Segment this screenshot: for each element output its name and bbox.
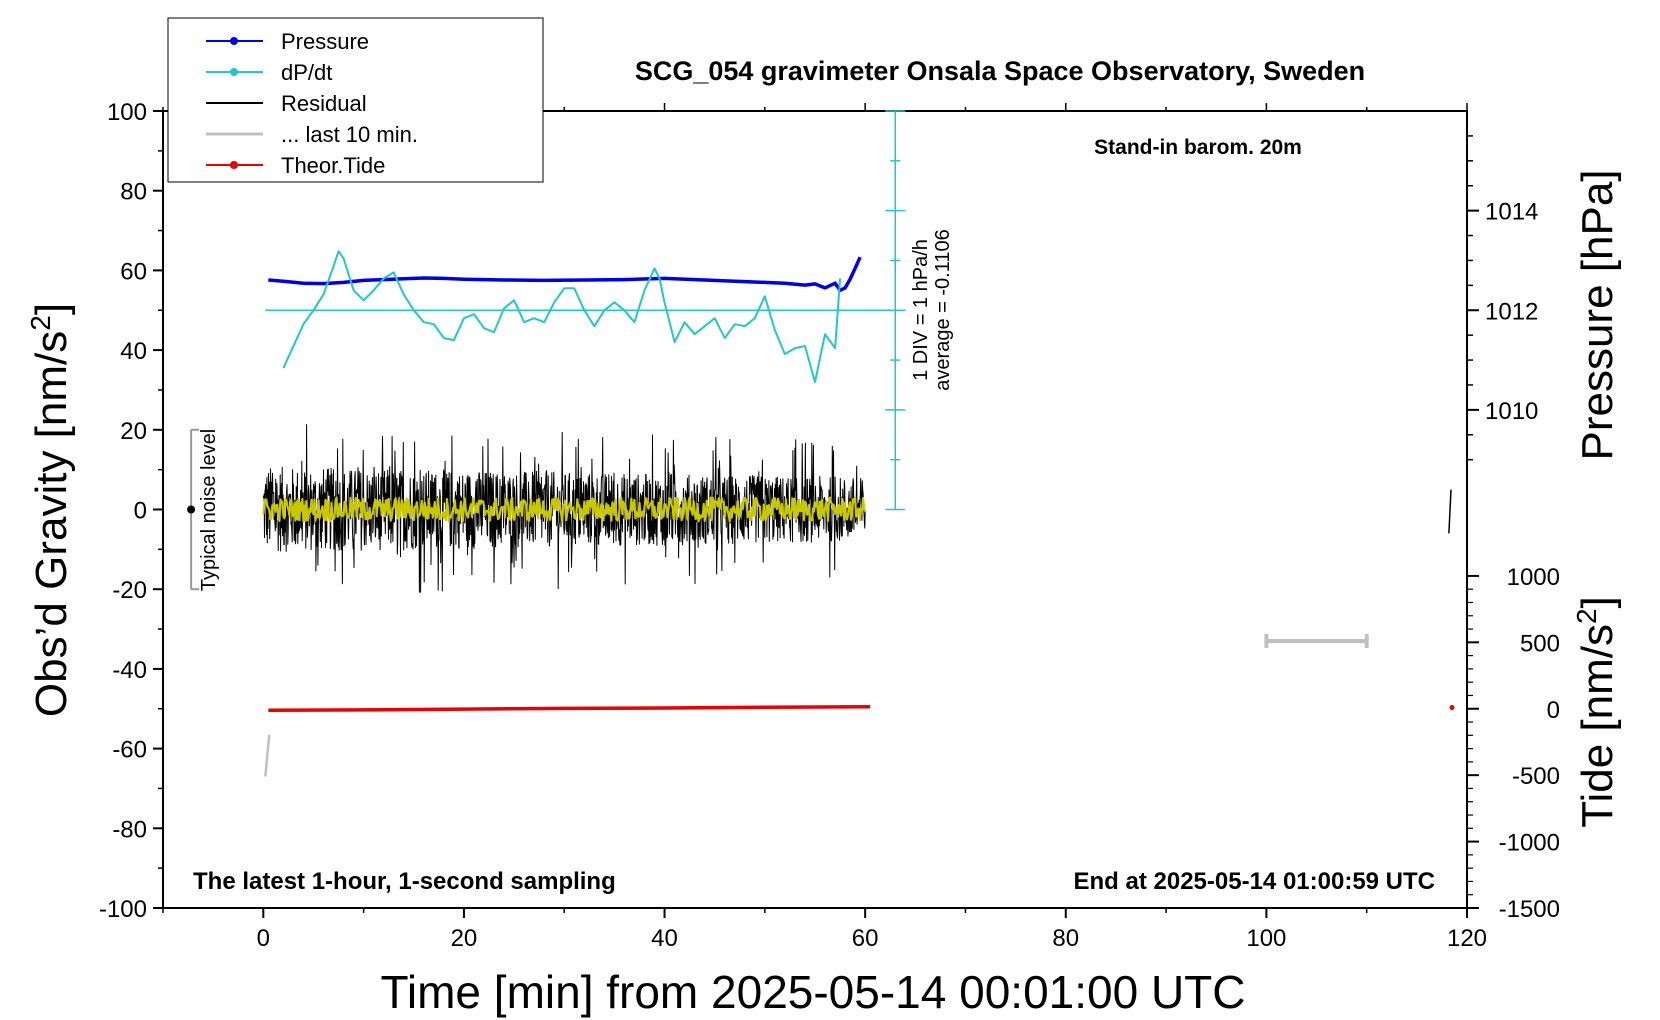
noise-center-dot	[187, 505, 196, 514]
y-tick-label: 100	[107, 99, 147, 126]
dpdt-average-annotation: average = -0.1106	[932, 229, 954, 390]
axes: 0 20 40 60 80 100 120 -100 -80 -60 -40 -20 0 20 40 60 80…	[99, 99, 1560, 952]
tide-line	[268, 705, 871, 713]
stand-in-annotation: Stand-in barom. 20m	[1094, 136, 1302, 159]
x-tick-label: 20	[451, 925, 478, 952]
latest-annotation: The latest 1-hour, 1-second sampling	[193, 868, 616, 895]
tide-label-main: Tide [nm/s	[1573, 624, 1622, 828]
y-tick-label: 60	[120, 258, 147, 285]
legend-label: ... last 10 min.	[281, 122, 418, 147]
tide-label-sup: 2	[1571, 608, 1602, 624]
residual-line	[262, 424, 866, 593]
pressure-tick-label: 1012	[1485, 298, 1538, 325]
tide-tick-label: -1000	[1499, 830, 1560, 857]
gravity-label-close: ]	[27, 303, 76, 315]
legend: Pressure dP/dt Residual ... last 10 min. The…	[167, 17, 544, 183]
legend-marker	[230, 68, 238, 76]
y-tick-label: -80	[112, 816, 147, 843]
legend-label: dP/dt	[281, 60, 332, 85]
legend-box	[167, 17, 544, 183]
legend-marker	[230, 37, 238, 45]
end-at-annotation: End at 2025-05-14 01:00:59 UTC	[1074, 868, 1436, 895]
x-tick-label: 120	[1447, 925, 1487, 952]
x-tick-label: 60	[852, 925, 879, 952]
tide-tick-label: 0	[1547, 697, 1560, 724]
legend-marker	[230, 161, 238, 169]
noise-level-label: Typical noise level	[198, 429, 220, 591]
pressure-tick-label: 1014	[1485, 199, 1538, 226]
legend-label: Pressure	[281, 29, 369, 54]
y-axis-label-pressure: Pressure [hPa]	[1573, 169, 1622, 460]
y-tick-label: -20	[112, 577, 147, 604]
y-tick-label: 0	[134, 498, 147, 525]
tide-tick-label: 1000	[1507, 564, 1560, 591]
x-axis-label: Time [min] from 2025-05-14 00:01:00 UTC	[381, 966, 1246, 1018]
pressure-tick-label: 1010	[1485, 398, 1538, 425]
y-tick-label: -40	[112, 657, 147, 684]
pressure-line	[268, 256, 862, 293]
y-axis-label-tide: Tide [nm/s2]	[1571, 596, 1622, 828]
y-tick-label: -60	[112, 737, 147, 764]
legend-label: Residual	[281, 91, 367, 116]
last-10-min-segment	[264, 734, 271, 777]
x-tick-label: 80	[1052, 925, 1079, 952]
right-edge-tide-dot	[1449, 705, 1455, 711]
residual-smoothed-line	[262, 496, 867, 523]
x-tick-label: 0	[257, 925, 270, 952]
chart-title: SCG_054 gravimeter Onsala Space Observat…	[635, 56, 1365, 86]
y-tick-label: -100	[99, 896, 147, 923]
tide-tick-label: -1500	[1499, 896, 1560, 923]
x-tick-label: 40	[651, 925, 678, 952]
y-tick-label: 80	[120, 179, 147, 206]
x-tick-label: 100	[1246, 925, 1286, 952]
right-edge-residual-mark	[1448, 489, 1452, 534]
y-tick-label: 40	[120, 338, 147, 365]
data-marks	[187, 110, 1455, 777]
tide-tick-label: 500	[1520, 630, 1560, 657]
legend-label: Theor.Tide	[281, 153, 385, 178]
y-tick-label: 20	[120, 418, 147, 445]
gravity-label-main: Obs’d Gravity [nm/s	[27, 331, 76, 717]
tide-label-close: ]	[1573, 596, 1622, 608]
y-axis-label-gravity: Obs’d Gravity [nm/s2]	[25, 303, 76, 717]
tide-tick-label: -500	[1512, 763, 1560, 790]
dpdt-line	[282, 250, 842, 383]
gravity-label-sup: 2	[25, 315, 56, 331]
dpdt-div-annotation: 1 DIV = 1 hPa/h	[910, 239, 932, 381]
